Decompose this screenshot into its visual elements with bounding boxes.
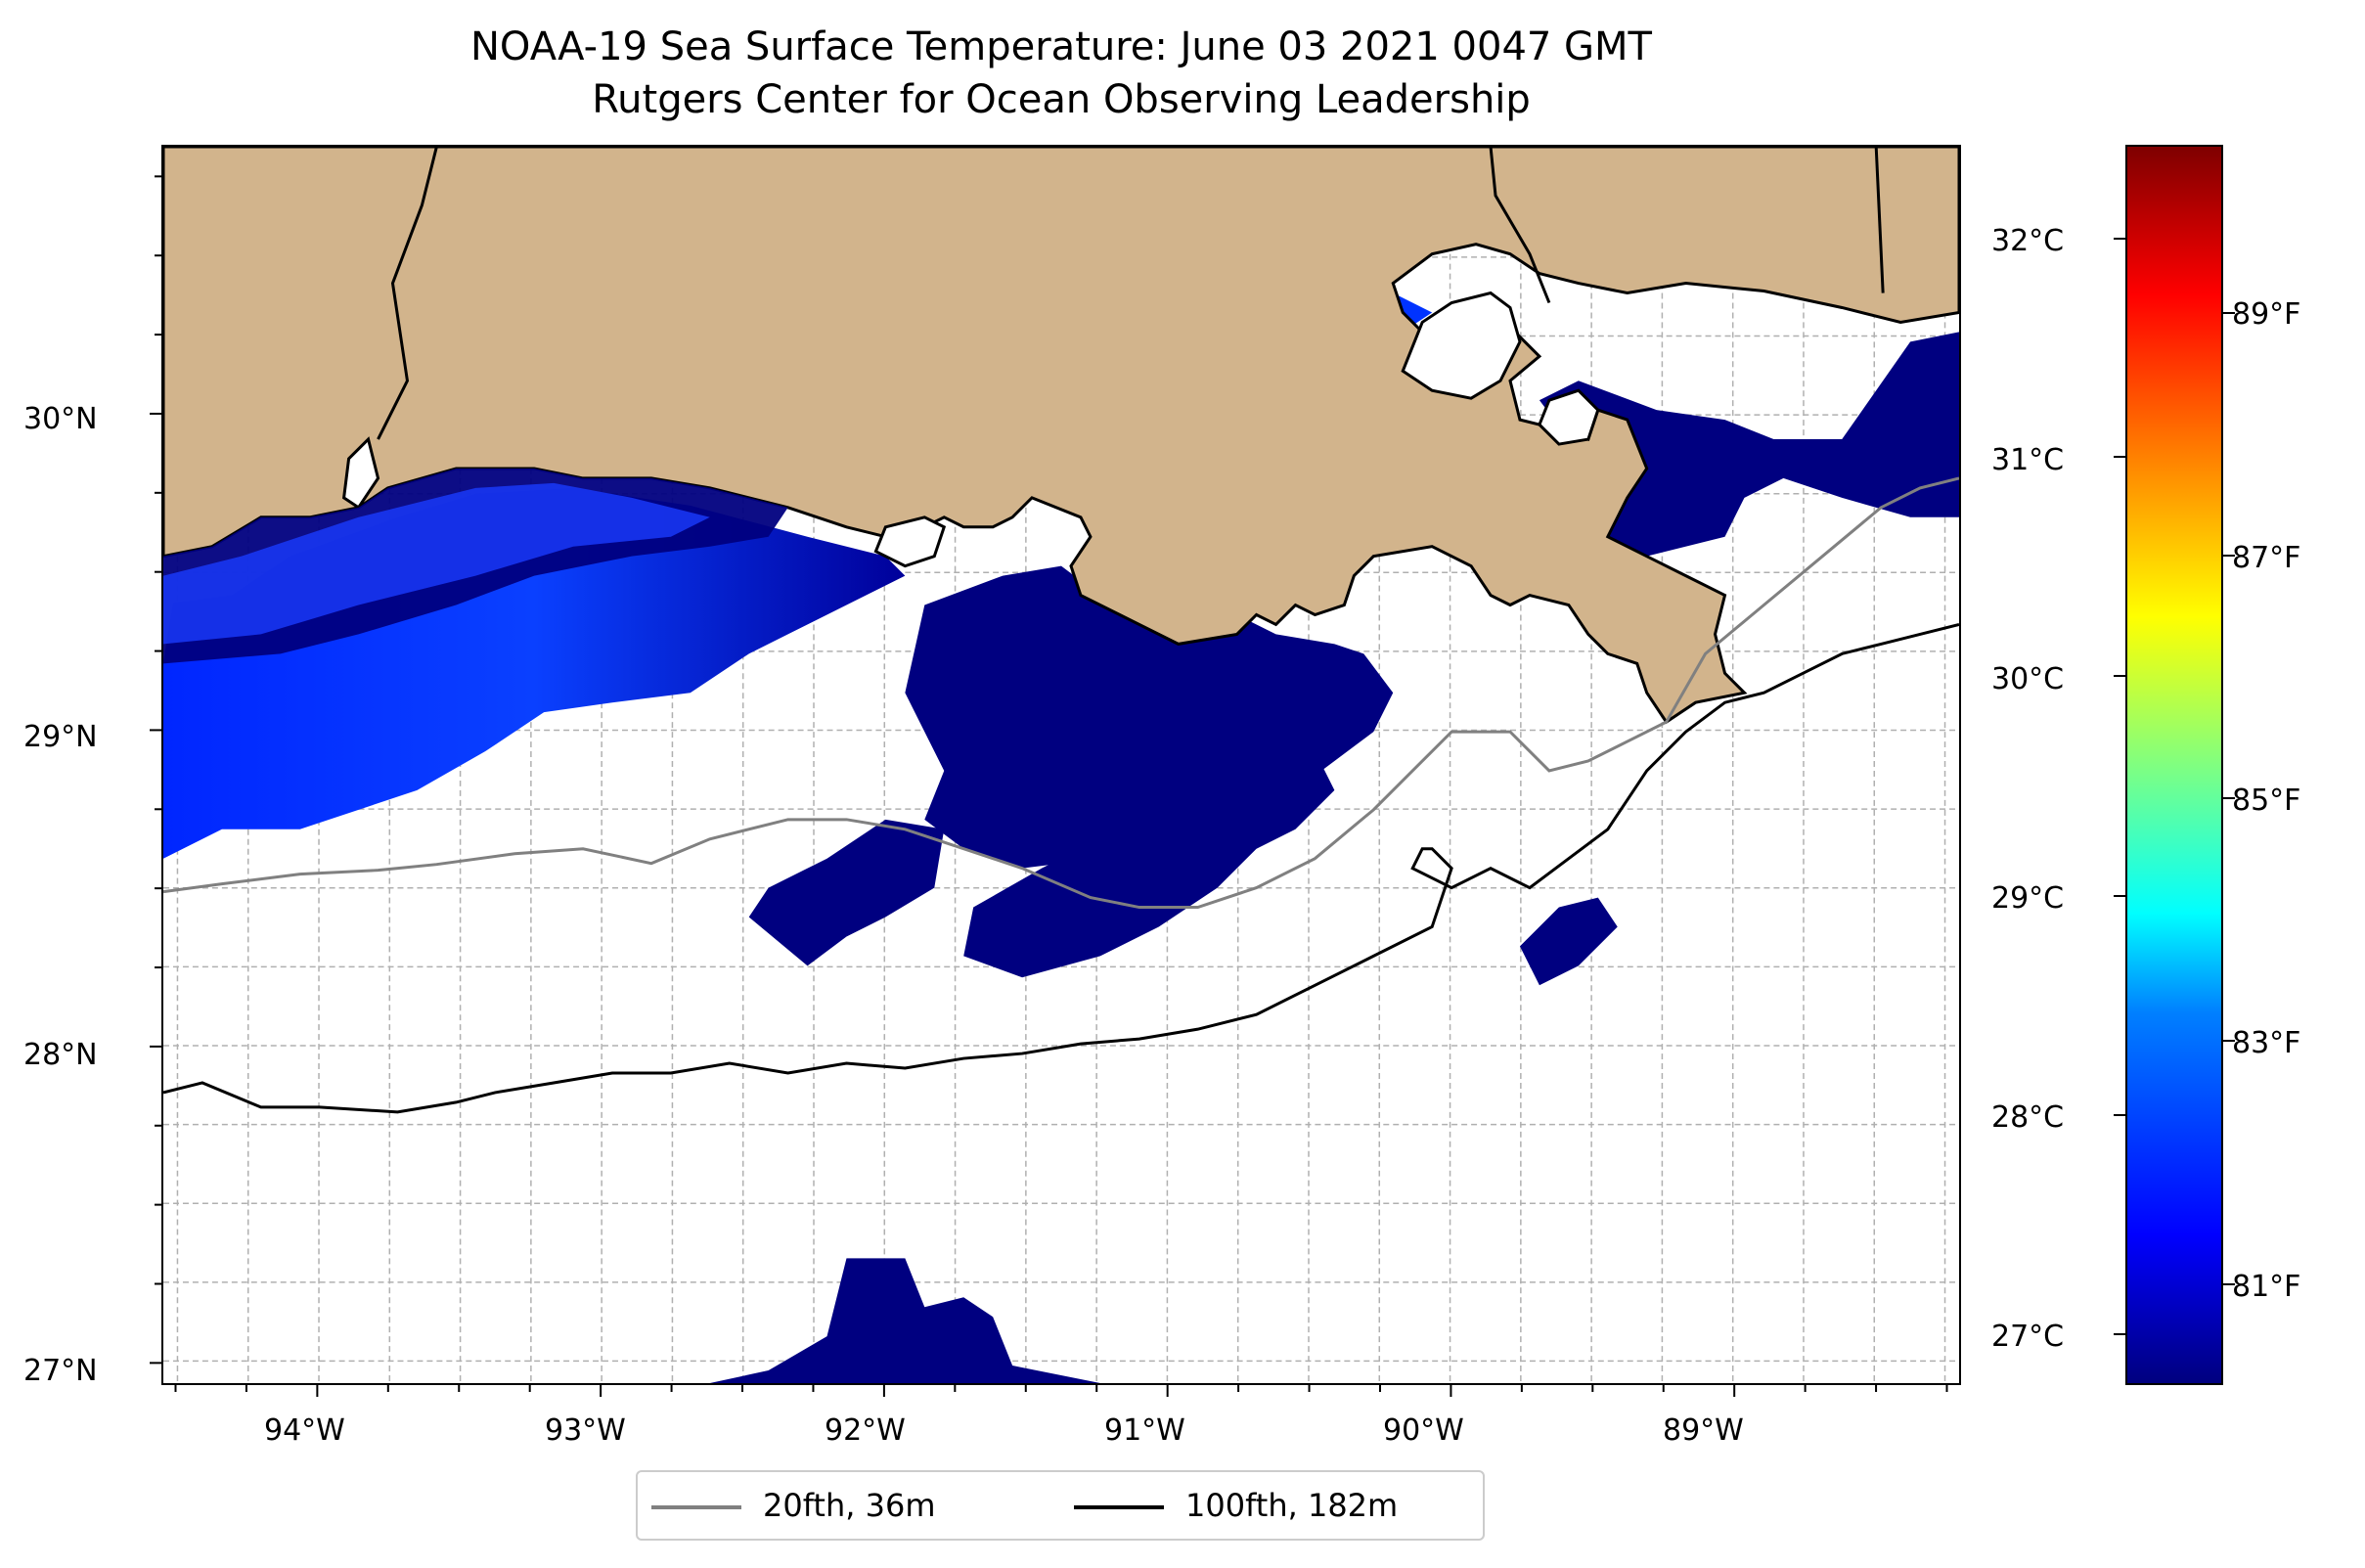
lake-pontchartrain (1401, 291, 1522, 400)
map-plot-area[interactable] (161, 145, 1961, 1385)
legend-label-20fth: 20fth, 36m (763, 1487, 936, 1524)
lat-tick-label: 28°N (23, 1038, 98, 1072)
sst-patch-far-south (709, 1258, 1100, 1383)
lon-tick-label: 93°W (545, 1413, 626, 1448)
legend-swatch-20fth (651, 1505, 741, 1509)
vermilion-bay (873, 515, 947, 568)
lon-tick-label: 90°W (1383, 1413, 1464, 1448)
sst-patch-mid (963, 693, 1335, 978)
lon-tick-label: 94°W (264, 1413, 345, 1448)
lon-tick-label: 92°W (825, 1413, 906, 1448)
sst-patch-delta-east (1510, 332, 1959, 576)
sst-patch-offshore-east (1519, 897, 1618, 986)
lat-tick-label: 30°N (23, 402, 98, 436)
state-border-east (1489, 147, 1551, 304)
temperature-colorbar (2125, 145, 2223, 1385)
isobath-legend: 20fth, 36m 100fth, 182m (636, 1470, 1485, 1541)
isobath-100fth (163, 623, 1959, 1114)
lon-tick-label: 91°W (1104, 1413, 1185, 1448)
lat-tick-label: 27°N (23, 1354, 98, 1388)
colorbar-fahrenheit-label: 83°F (2232, 1026, 2301, 1060)
colorbar-fahrenheit-label: 81°F (2232, 1270, 2301, 1304)
colorbar-celsius-label: 32°C (1991, 224, 2065, 258)
isobath-20fth (163, 476, 1959, 910)
colorbar-fahrenheit-label: 85°F (2232, 784, 2301, 818)
sst-patch-south-center (748, 819, 945, 966)
lat-tick-label: 29°N (23, 720, 98, 754)
lon-tick-label: 89°W (1663, 1413, 1744, 1448)
colorbar-celsius-label: 27°C (1991, 1320, 2065, 1354)
colorbar-celsius-label: 29°C (1991, 881, 2065, 916)
legend-swatch-100fth (1074, 1505, 1164, 1509)
colorbar-fahrenheit-label: 87°F (2232, 541, 2301, 575)
state-border (377, 147, 438, 440)
sst-patch-coastal-west-bright (163, 482, 710, 645)
map-title: NOAA-19 Sea Surface Temperature: June 03… (469, 24, 1652, 69)
colorbar-celsius-label: 30°C (1991, 662, 2065, 696)
state-border-ms-al (1874, 147, 1885, 293)
colorbar-fahrenheit-label: 89°F (2232, 297, 2301, 332)
calcasieu-lake (341, 436, 380, 510)
colorbar-celsius-label: 31°C (1991, 443, 2065, 477)
lake-borgne (1538, 388, 1600, 446)
land-mass (163, 147, 1959, 725)
map-subtitle: Rutgers Center for Ocean Observing Leade… (592, 77, 1531, 122)
colorbar-celsius-label: 28°C (1991, 1100, 2065, 1135)
sst-map (163, 147, 1959, 1383)
legend-label-100fth: 100fth, 182m (1185, 1487, 1399, 1524)
